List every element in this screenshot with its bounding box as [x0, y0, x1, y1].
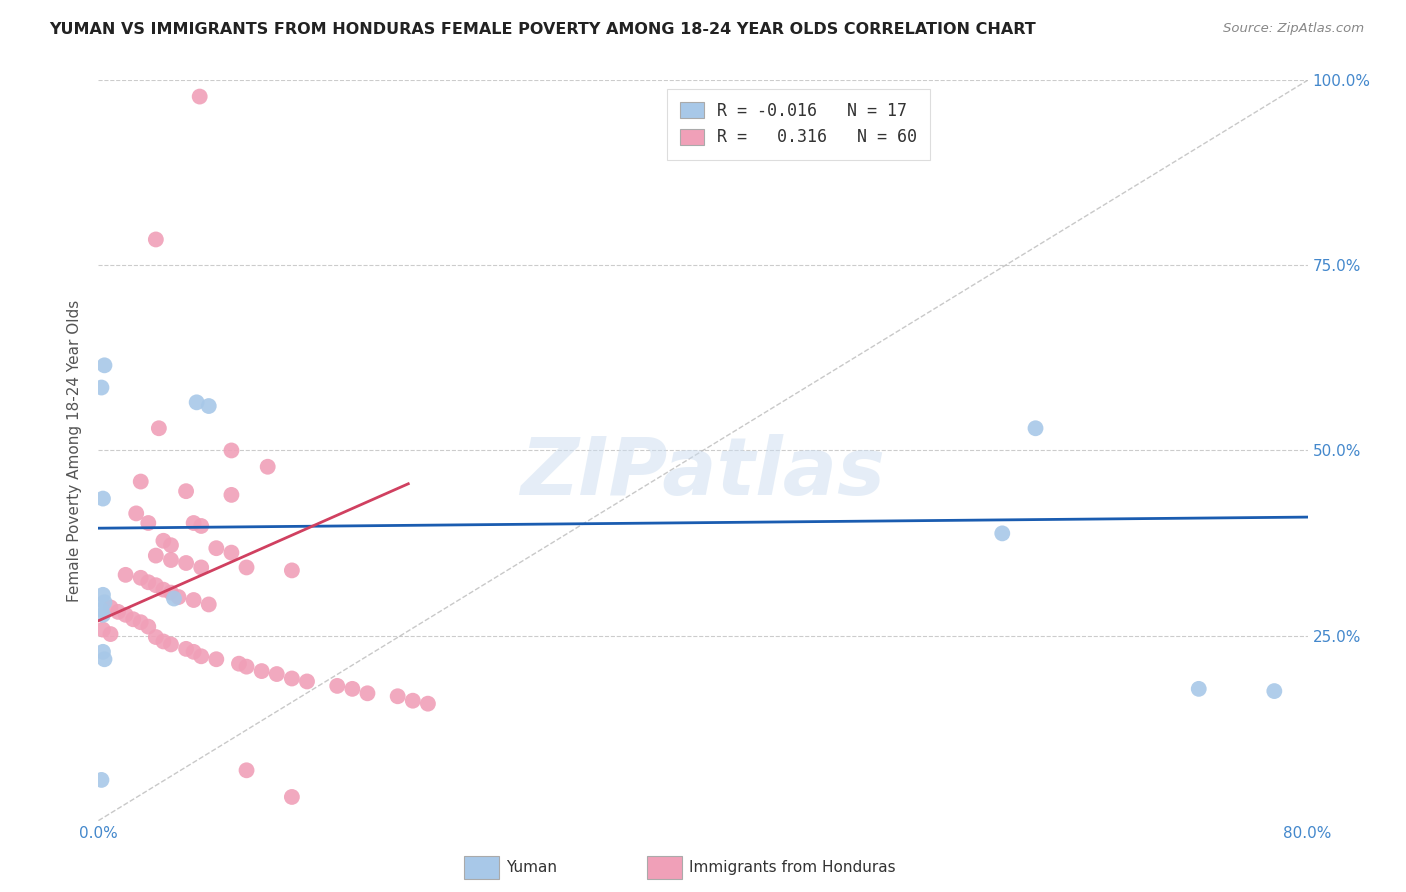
Point [148, 421, 170, 435]
Point [136, 575, 159, 590]
Point [152, 634, 174, 648]
Point [152, 533, 174, 548]
Point [129, 615, 152, 630]
Point [342, 681, 364, 696]
Text: Source: ZipAtlas.com: Source: ZipAtlas.com [1223, 22, 1364, 36]
Point [991, 526, 1014, 541]
Y-axis label: Female Poverty Among 18-24 Year Olds: Female Poverty Among 18-24 Year Olds [67, 300, 83, 601]
Point [122, 612, 145, 626]
Point [1024, 421, 1046, 435]
Point [90, 380, 112, 394]
Point [295, 674, 318, 689]
Point [145, 630, 167, 644]
Point [90, 602, 112, 616]
Point [190, 649, 212, 664]
Point [100, 600, 122, 615]
Point [205, 652, 228, 666]
Point [221, 546, 243, 560]
Point [183, 593, 205, 607]
Point [186, 395, 208, 409]
Point [136, 620, 159, 634]
Legend: R = -0.016   N = 17, R =   0.316   N = 60: R = -0.016 N = 17, R = 0.316 N = 60 [666, 88, 931, 160]
Point [1263, 684, 1285, 698]
Point [129, 475, 152, 489]
Point [190, 560, 212, 574]
Point [160, 553, 183, 567]
Point [250, 664, 273, 678]
Point [129, 571, 152, 585]
Point [228, 657, 250, 671]
Point [160, 637, 183, 651]
Text: YUMAN VS IMMIGRANTS FROM HONDURAS FEMALE POVERTY AMONG 18-24 YEAR OLDS CORRELATI: YUMAN VS IMMIGRANTS FROM HONDURAS FEMALE… [49, 22, 1036, 37]
Point [281, 563, 304, 577]
Point [145, 549, 167, 563]
Point [387, 690, 409, 704]
Point [416, 697, 439, 711]
Point [91, 607, 114, 622]
Point [183, 516, 205, 530]
Point [100, 627, 122, 641]
Point [93, 595, 115, 609]
Point [93, 652, 115, 666]
Point [91, 623, 114, 637]
Point [197, 598, 219, 612]
Point [114, 607, 136, 622]
Point [174, 556, 197, 570]
Point [188, 89, 211, 103]
Point [145, 232, 167, 246]
Point [235, 560, 257, 574]
Point [235, 764, 257, 778]
Point [163, 591, 186, 606]
Point [93, 359, 115, 373]
Point [356, 686, 378, 700]
Point [174, 484, 197, 499]
Point [136, 516, 159, 530]
Point [114, 567, 136, 582]
Text: Immigrants from Honduras: Immigrants from Honduras [689, 860, 896, 874]
Point [167, 590, 190, 604]
Point [125, 507, 148, 521]
Point [190, 519, 212, 533]
Point [183, 645, 205, 659]
Point [281, 672, 304, 686]
Point [197, 399, 219, 413]
Point [221, 443, 243, 458]
Point [326, 679, 349, 693]
Point [266, 667, 288, 681]
Text: ZIPatlas: ZIPatlas [520, 434, 886, 512]
Point [152, 582, 174, 597]
Point [221, 488, 243, 502]
Text: Yuman: Yuman [506, 860, 557, 874]
Point [1188, 681, 1211, 696]
Point [91, 491, 114, 506]
Point [235, 659, 257, 673]
Point [90, 772, 112, 787]
Point [91, 588, 114, 602]
Point [160, 538, 183, 552]
Point [160, 585, 183, 599]
Point [205, 541, 228, 556]
Point [281, 789, 304, 804]
Point [91, 645, 114, 659]
Point [145, 578, 167, 592]
Point [174, 641, 197, 656]
Point [402, 694, 425, 708]
Point [256, 459, 278, 474]
Point [107, 605, 129, 619]
